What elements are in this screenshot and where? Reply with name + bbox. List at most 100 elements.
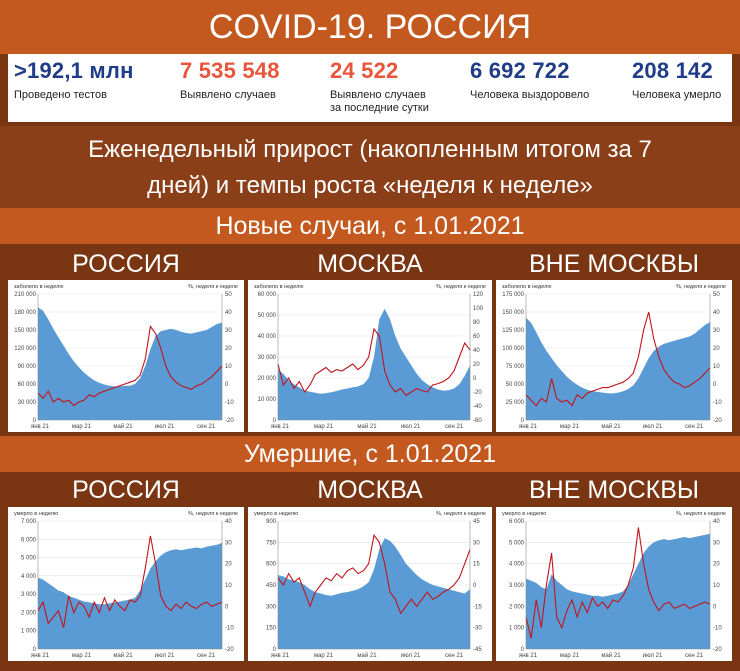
right-axis-caption: %, неделя к неделе (676, 284, 726, 290)
area-series (38, 542, 222, 649)
stat-label: Выявлено случаев (180, 89, 276, 101)
y-tick-label: 6 000 (509, 519, 525, 525)
y2-tick-label: -20 (225, 418, 234, 424)
y-tick-label: 300 (266, 604, 277, 610)
x-tick-label: июл 21 (401, 653, 421, 659)
y-tick-label: 210 000 (14, 292, 36, 298)
y-tick-label: 30 000 (18, 400, 37, 406)
region-label-moscow: МОСКВА (248, 474, 492, 506)
x-tick-label: мар 21 (72, 424, 92, 430)
area-series (278, 538, 470, 649)
y2-tick-label: 40 (713, 519, 720, 525)
stat-value: 6 692 722 (470, 58, 570, 83)
x-tick-label: янв 21 (271, 424, 290, 430)
y2-tick-label: 0 (473, 583, 477, 589)
y2-tick-label: 20 (713, 562, 720, 568)
y-tick-label: 3 000 (21, 592, 37, 598)
y2-tick-label: -20 (225, 647, 234, 653)
left-axis-caption: умерло в неделю (254, 511, 298, 517)
y2-tick-label: -20 (473, 390, 482, 396)
chart-cases-russia: заболело в неделю %, неделя к неделе 210 0… (8, 280, 244, 432)
section-title-cases: Новые случаи, с 1.01.2021 (0, 208, 740, 244)
x-tick-label: мар 21 (314, 424, 334, 430)
y-tick-label: 180 000 (14, 310, 36, 316)
y2-tick-label: -10 (225, 400, 234, 406)
y2-tick-label: 100 (473, 306, 484, 312)
y-tick-label: 90 000 (18, 364, 37, 370)
y-tick-label: 75 000 (506, 364, 525, 370)
x-tick-label: сен 21 (197, 653, 216, 659)
region-label-outside-moscow: ВНЕ МОСКВЫ (496, 474, 732, 506)
x-tick-label: май 21 (601, 423, 621, 430)
y2-tick-label: 50 (713, 292, 720, 298)
y2-tick-label: 15 (473, 562, 480, 568)
region-label-moscow: МОСКВА (248, 248, 492, 280)
y-tick-label: 2 000 (509, 604, 525, 610)
y-tick-label: 120 000 (14, 346, 36, 352)
chart-deaths-outside-moscow: умерло в неделю %, неделя к неделе 6 000 5 … (496, 507, 732, 661)
x-tick-label: янв 21 (271, 653, 290, 659)
x-tick-label: июл 21 (155, 424, 175, 430)
stat-label: Выявлено случаев за последние сутки (330, 89, 429, 114)
y-tick-label: 150 000 (14, 328, 36, 334)
section-title-deaths: Умершие, с 1.01.2021 (0, 436, 740, 472)
y2-tick-label: 40 (713, 310, 720, 316)
right-axis-caption: %, неделя к неделе (188, 511, 238, 517)
x-tick-label: сен 21 (685, 653, 704, 659)
x-tick-label: май 21 (113, 652, 133, 659)
stats-bar: >192,1 млн Проведено тестов 7 535 548 Вы… (8, 54, 732, 122)
y-tick-label: 20 000 (258, 376, 277, 382)
area-series (526, 317, 710, 420)
y2-tick-label: -20 (713, 647, 722, 653)
y-tick-label: 0 (521, 647, 525, 653)
x-tick-label: май 21 (357, 423, 377, 430)
y2-tick-label: 0 (713, 604, 717, 610)
y-tick-label: 60 000 (258, 292, 277, 298)
y2-tick-label: 20 (473, 362, 480, 368)
stat-value: 208 142 (632, 58, 713, 83)
stat-value: 24 522 (330, 58, 399, 83)
line-series (37, 535, 223, 628)
x-tick-label: май 21 (601, 652, 621, 659)
y2-tick-label: 30 (713, 328, 720, 334)
region-label-russia: РОССИЯ (8, 248, 244, 280)
left-axis-caption: заболело в неделю (502, 284, 551, 290)
x-tick-label: янв 21 (31, 653, 50, 659)
x-tick-label: янв 21 (31, 424, 50, 430)
y-tick-label: 600 (266, 562, 277, 568)
right-axis-caption: %, неделя к неделе (436, 284, 486, 290)
x-tick-label: мар 21 (314, 653, 334, 659)
chart-cases-moscow: заболело в неделю%, неделя к неделе 60 00… (248, 280, 492, 432)
x-tick-label: май 21 (357, 652, 377, 659)
y-tick-label: 450 (266, 583, 277, 589)
right-axis-caption: %, неделя к неделе (188, 284, 238, 290)
y2-tick-label: 40 (225, 519, 232, 525)
y-tick-label: 50 000 (258, 313, 277, 319)
description-line: дней) и темпы роста «неделя к неделе» (147, 172, 593, 199)
y2-tick-label: 40 (473, 348, 480, 354)
stat-value: 7 535 548 (180, 58, 280, 83)
y-tick-label: 0 (521, 418, 525, 424)
y2-tick-label: -20 (713, 418, 722, 424)
y2-tick-label: 20 (225, 346, 232, 352)
region-label-outside-moscow: ВНЕ МОСКВЫ (496, 248, 732, 280)
x-tick-label: сен 21 (445, 653, 464, 659)
stat-deaths: 208 142 Человека умерло (632, 58, 721, 102)
region-label-russia: РОССИЯ (8, 474, 244, 506)
y-tick-label: 30 000 (258, 355, 277, 361)
y2-tick-label: -30 (473, 626, 482, 632)
y-tick-label: 1 000 (509, 626, 525, 632)
y-tick-label: 5 000 (21, 556, 37, 562)
stat-cases-daily: 24 522 Выявлено случаев за последние сут… (330, 58, 429, 115)
y2-tick-label: -10 (713, 626, 722, 632)
y-tick-label: 5 000 (509, 540, 525, 546)
y2-tick-label: 30 (473, 540, 480, 546)
left-axis-caption: умерло в неделю (14, 511, 58, 517)
y2-tick-label: -60 (473, 418, 482, 424)
y-tick-label: 3 000 (509, 583, 525, 589)
y-tick-label: 0 (33, 418, 37, 424)
line-series (525, 527, 711, 639)
x-tick-label: мар 21 (72, 653, 92, 659)
y-tick-label: 7 000 (21, 519, 37, 525)
area-series (38, 307, 222, 420)
